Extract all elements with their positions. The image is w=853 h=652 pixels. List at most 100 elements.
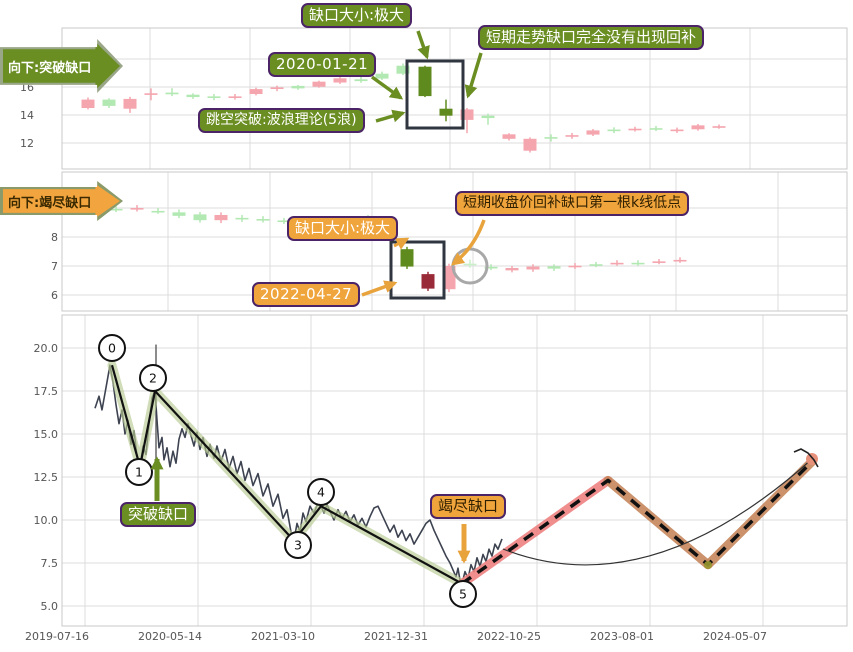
annotation-arrow	[375, 109, 406, 123]
candle	[421, 274, 435, 289]
candle	[505, 268, 519, 271]
candle	[123, 98, 137, 109]
y-tick-label: 7	[51, 260, 58, 273]
annotation-arrow	[416, 30, 430, 60]
x-tick-label: 2024-05-07	[703, 630, 767, 643]
banner-arrow-exhaustion-gap: 向下:竭尽缺口	[0, 181, 123, 221]
candle	[193, 214, 207, 221]
annotation-arrow	[464, 52, 483, 99]
candle	[130, 208, 144, 210]
wave-circle	[125, 458, 153, 486]
wave-label: 5	[459, 587, 467, 602]
candle	[256, 219, 270, 221]
candle	[589, 264, 603, 266]
y-tick-label: 6	[51, 289, 58, 302]
candle	[439, 108, 453, 116]
x-tick-label: 2019-07-16	[25, 630, 89, 643]
candle	[144, 93, 158, 95]
candle	[235, 217, 249, 220]
candle	[607, 129, 621, 132]
breakout-gap-label: 突破缺口	[120, 502, 197, 527]
annotation-arrow	[361, 280, 398, 297]
gap-size-label-mid: 缺口大小:极大	[287, 216, 399, 241]
gap-size-label-top: 缺口大小:极大	[301, 3, 413, 28]
exhaustion-gap-label: 竭尽缺口	[430, 494, 507, 519]
x-tick-label: 2021-12-31	[364, 630, 428, 643]
backfill-note-label: 短期收盘价回补缺口第一根k线低点	[455, 191, 690, 216]
candle	[102, 99, 116, 106]
y-tick-label: 15.0	[34, 428, 59, 441]
candle	[502, 134, 516, 139]
candle	[610, 262, 624, 265]
candle	[400, 249, 414, 267]
gap-date-label-mid: 2022-04-27	[252, 282, 361, 307]
banner-breakout-label: 向下:突破缺口	[3, 42, 120, 90]
candle	[544, 137, 558, 139]
candle	[214, 214, 228, 221]
candle	[375, 73, 389, 79]
candle	[649, 128, 663, 130]
candle	[172, 212, 186, 216]
x-tick-label: 2023-08-01	[590, 630, 654, 643]
candle	[547, 266, 561, 269]
annotation-arrow	[393, 237, 410, 250]
wave-label: 3	[294, 538, 302, 553]
candle	[312, 81, 326, 87]
no-backfill-label: 短期走势缺口完全没有出现回补	[478, 25, 705, 50]
candle	[442, 266, 456, 290]
candle	[418, 66, 432, 97]
y-tick-label: 14	[20, 109, 34, 122]
forecast-trough-dot	[704, 561, 712, 569]
candle	[712, 126, 726, 128]
candle	[670, 129, 684, 132]
candle	[354, 79, 368, 82]
annotation-arrow	[450, 219, 486, 266]
y-tick-label: 7.5	[41, 557, 59, 570]
wave-line	[110, 364, 463, 585]
candle	[460, 109, 474, 120]
y-tick-label: 10.0	[34, 514, 59, 527]
y-tick-label: 20.0	[34, 342, 59, 355]
y-tick-label: 8	[51, 231, 58, 244]
banner-exhaustion-label: 向下:竭尽缺口	[3, 184, 120, 218]
candle	[277, 220, 291, 223]
candle	[526, 266, 540, 270]
y-tick-label: 5.0	[41, 600, 59, 613]
candle	[270, 87, 284, 90]
candle	[228, 96, 242, 98]
forecast-end-tick	[793, 448, 819, 468]
candle	[652, 261, 666, 263]
candle	[249, 89, 263, 94]
candle	[333, 78, 347, 83]
x-tick-label: 2022-10-25	[477, 630, 541, 643]
candle	[481, 115, 495, 119]
gap-theory-label: 跳空突破:波浪理论(5浪)	[198, 108, 365, 133]
wave-circle	[98, 334, 126, 362]
candle	[151, 210, 165, 213]
candle	[673, 259, 687, 262]
forecast-dashed-line	[460, 460, 814, 586]
panel-frame	[61, 314, 848, 627]
wave-label: 1	[135, 465, 143, 480]
candle	[186, 94, 200, 98]
y-tick-label: 12	[20, 137, 34, 150]
wave-label: 0	[108, 341, 116, 356]
gap-date-label-top: 2020-01-21	[268, 52, 377, 77]
wave-circle	[449, 580, 477, 608]
y-tick-label: 12.5	[34, 471, 59, 484]
wave-label: 4	[317, 485, 325, 500]
banner-arrow-breakout-gap: 向下:突破缺口	[0, 39, 123, 93]
panel-frame	[61, 171, 848, 312]
candle	[207, 96, 221, 98]
wave-label: 2	[149, 371, 157, 386]
candle	[565, 135, 579, 137]
candle	[628, 128, 642, 131]
candle	[568, 265, 582, 268]
candle	[81, 99, 95, 108]
candle	[291, 85, 305, 89]
candle	[463, 263, 477, 266]
x-tick-label: 2021-03-10	[251, 630, 315, 643]
projection-arc	[502, 458, 813, 566]
wave-circle	[284, 531, 312, 559]
